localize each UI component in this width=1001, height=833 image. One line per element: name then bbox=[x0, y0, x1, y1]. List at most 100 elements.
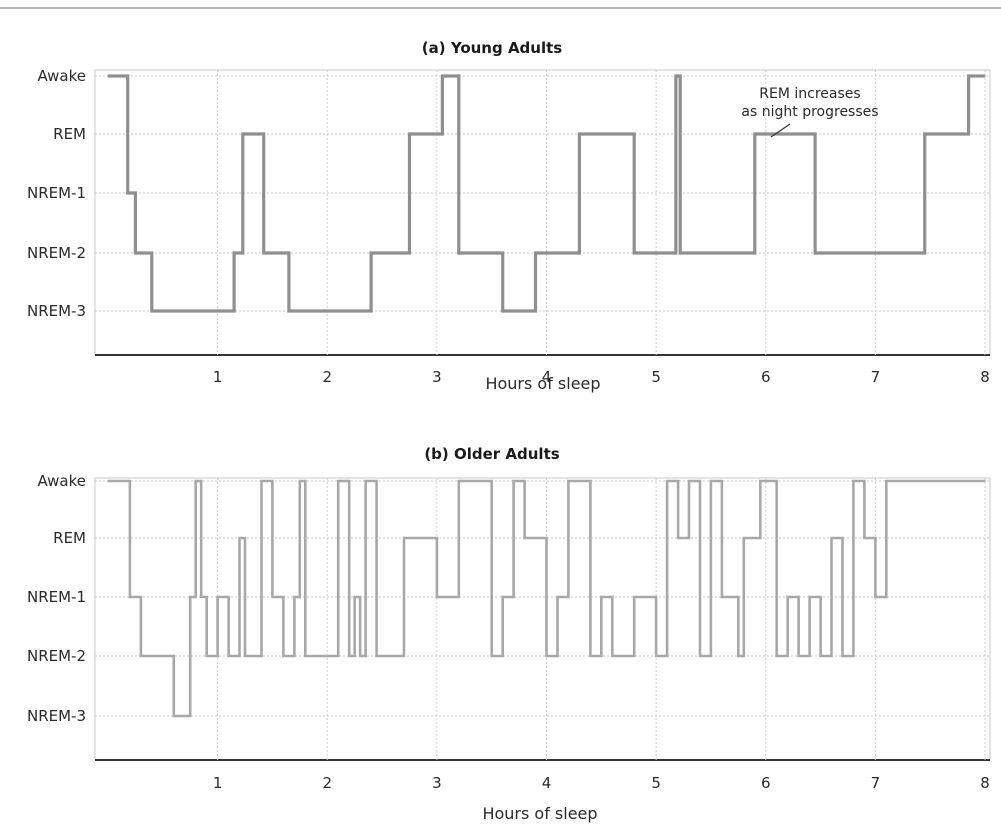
x-tick-label: 5 bbox=[651, 368, 661, 386]
stage-transition-point bbox=[600, 596, 603, 598]
stage-transition-point bbox=[293, 596, 296, 598]
stage-transition-point bbox=[841, 655, 844, 657]
stage-transition-point bbox=[490, 655, 493, 657]
stage-transition-point bbox=[194, 480, 197, 482]
x-tick-label: 8 bbox=[980, 368, 990, 386]
stage-transition-point bbox=[173, 715, 175, 717]
x-tick-label: 7 bbox=[871, 368, 881, 386]
stage-transition-point bbox=[545, 655, 548, 657]
stage-transition-point bbox=[140, 655, 142, 657]
stage-transition-point bbox=[107, 75, 109, 77]
stage-transition-point bbox=[337, 480, 340, 482]
stage-transition-point bbox=[205, 655, 208, 657]
x-tick-label: 1 bbox=[213, 368, 223, 386]
stage-transition-point bbox=[852, 480, 855, 482]
stage-transition-point bbox=[578, 133, 581, 135]
stage-transition-point bbox=[688, 480, 690, 482]
stage-transition-point bbox=[633, 596, 635, 598]
stage-transition-point bbox=[984, 480, 986, 482]
stage-transition-point bbox=[408, 133, 411, 135]
stage-transition-point bbox=[216, 596, 219, 598]
stage-transition-point bbox=[683, 252, 686, 254]
stage-transition-point bbox=[262, 252, 265, 254]
stage-transition-point bbox=[447, 75, 449, 77]
stage-transition-point bbox=[134, 252, 137, 254]
x-tick-label: 2 bbox=[322, 774, 332, 792]
stage-transition-point bbox=[830, 537, 833, 539]
y-tick-label: REM bbox=[53, 529, 86, 547]
stage-transition-point bbox=[814, 252, 816, 254]
stage-transition-point bbox=[710, 480, 712, 482]
chart-panel-young-adults: (a) Young Adults NREM-3 NREM-2 NREM-1 REM Aw… bbox=[27, 39, 991, 393]
x-tick-label: 4 bbox=[542, 368, 552, 386]
stage-transition-point bbox=[699, 655, 701, 657]
stage-transition-point bbox=[655, 655, 657, 657]
stage-transition-point bbox=[233, 252, 235, 254]
x-tick-label: 5 bbox=[651, 774, 661, 792]
stage-transition-point bbox=[534, 252, 537, 254]
x-tick-labels: 1 2 3 4 5 6 7 8 bbox=[213, 368, 990, 386]
y-tick-labels: NREM-3 NREM-2 NREM-1 REM Awake bbox=[27, 472, 86, 725]
stage-transition-point bbox=[556, 596, 559, 598]
stage-transition-point bbox=[244, 655, 246, 657]
stage-transition-point bbox=[425, 537, 427, 539]
stage-transition-point bbox=[348, 655, 351, 657]
y-tick-label: Awake bbox=[38, 67, 87, 85]
stage-transition-point bbox=[189, 596, 191, 598]
stage-transition-point bbox=[874, 596, 877, 598]
x-tick-label: 8 bbox=[980, 774, 990, 792]
stage-transition-point bbox=[299, 480, 301, 482]
stage-transition-point bbox=[775, 655, 778, 657]
x-tick-label: 7 bbox=[871, 774, 881, 792]
x-tick-label: 6 bbox=[761, 774, 771, 792]
stage-transition-point bbox=[370, 252, 372, 254]
series-layer bbox=[107, 74, 986, 313]
stage-transition-point bbox=[923, 133, 926, 135]
annotation-pointer bbox=[770, 123, 791, 138]
y-tick-labels: NREM-3 NREM-2 NREM-1 REM Awake bbox=[27, 67, 86, 320]
x-tick-labels: 1 2 3 4 5 6 7 8 bbox=[213, 774, 990, 792]
y-tick-label: NREM-3 bbox=[27, 707, 86, 725]
y-tick-label: REM bbox=[53, 125, 86, 143]
stage-transition-point bbox=[512, 480, 515, 482]
stage-transition-point bbox=[337, 310, 340, 312]
y-tick-label: NREM-1 bbox=[27, 588, 86, 606]
stage-transition-point bbox=[679, 252, 681, 254]
stage-transition-point bbox=[863, 537, 866, 539]
stage-transition-point bbox=[984, 75, 986, 77]
stage-transition-point bbox=[353, 596, 356, 598]
stage-transition-point bbox=[754, 133, 756, 135]
stage-transition-point bbox=[737, 655, 740, 657]
stage-transition-point bbox=[107, 480, 109, 482]
x-tick-label: 3 bbox=[432, 774, 442, 792]
stage-transition-point bbox=[364, 480, 367, 482]
stage-transition-point bbox=[458, 480, 460, 482]
stage-transition-point bbox=[441, 75, 444, 77]
stage-transition-point bbox=[797, 655, 800, 657]
y-tick-label: NREM-3 bbox=[27, 302, 86, 320]
stage-transition-point bbox=[786, 596, 789, 598]
stage-transition-point bbox=[951, 133, 953, 135]
stage-transition-point bbox=[551, 252, 553, 254]
stage-transition-point bbox=[808, 596, 811, 598]
stage-transition-point bbox=[819, 655, 822, 657]
stage-transition-point bbox=[403, 537, 405, 539]
stage-transition-point bbox=[567, 480, 570, 482]
stage-transition-point bbox=[501, 310, 504, 312]
y-tick-label: Awake bbox=[38, 472, 87, 490]
x-tick-label: 1 bbox=[213, 774, 223, 792]
annotation-line-1: REM increases bbox=[759, 86, 860, 102]
stage-transition-point bbox=[126, 192, 129, 194]
stage-transition-point bbox=[282, 655, 285, 657]
stage-transition-point bbox=[260, 480, 263, 482]
stage-transition-point bbox=[633, 252, 635, 254]
stage-transition-point bbox=[271, 596, 274, 598]
y-tick-label: NREM-1 bbox=[27, 184, 86, 202]
stage-transition-point bbox=[238, 537, 241, 539]
stage-transition-point bbox=[458, 252, 460, 254]
stage-transition-point bbox=[479, 252, 482, 254]
chart-title: (b) Older Adults bbox=[424, 445, 559, 463]
stage-transition-point bbox=[885, 480, 888, 482]
annotation-line-2: as night progresses bbox=[741, 104, 878, 120]
